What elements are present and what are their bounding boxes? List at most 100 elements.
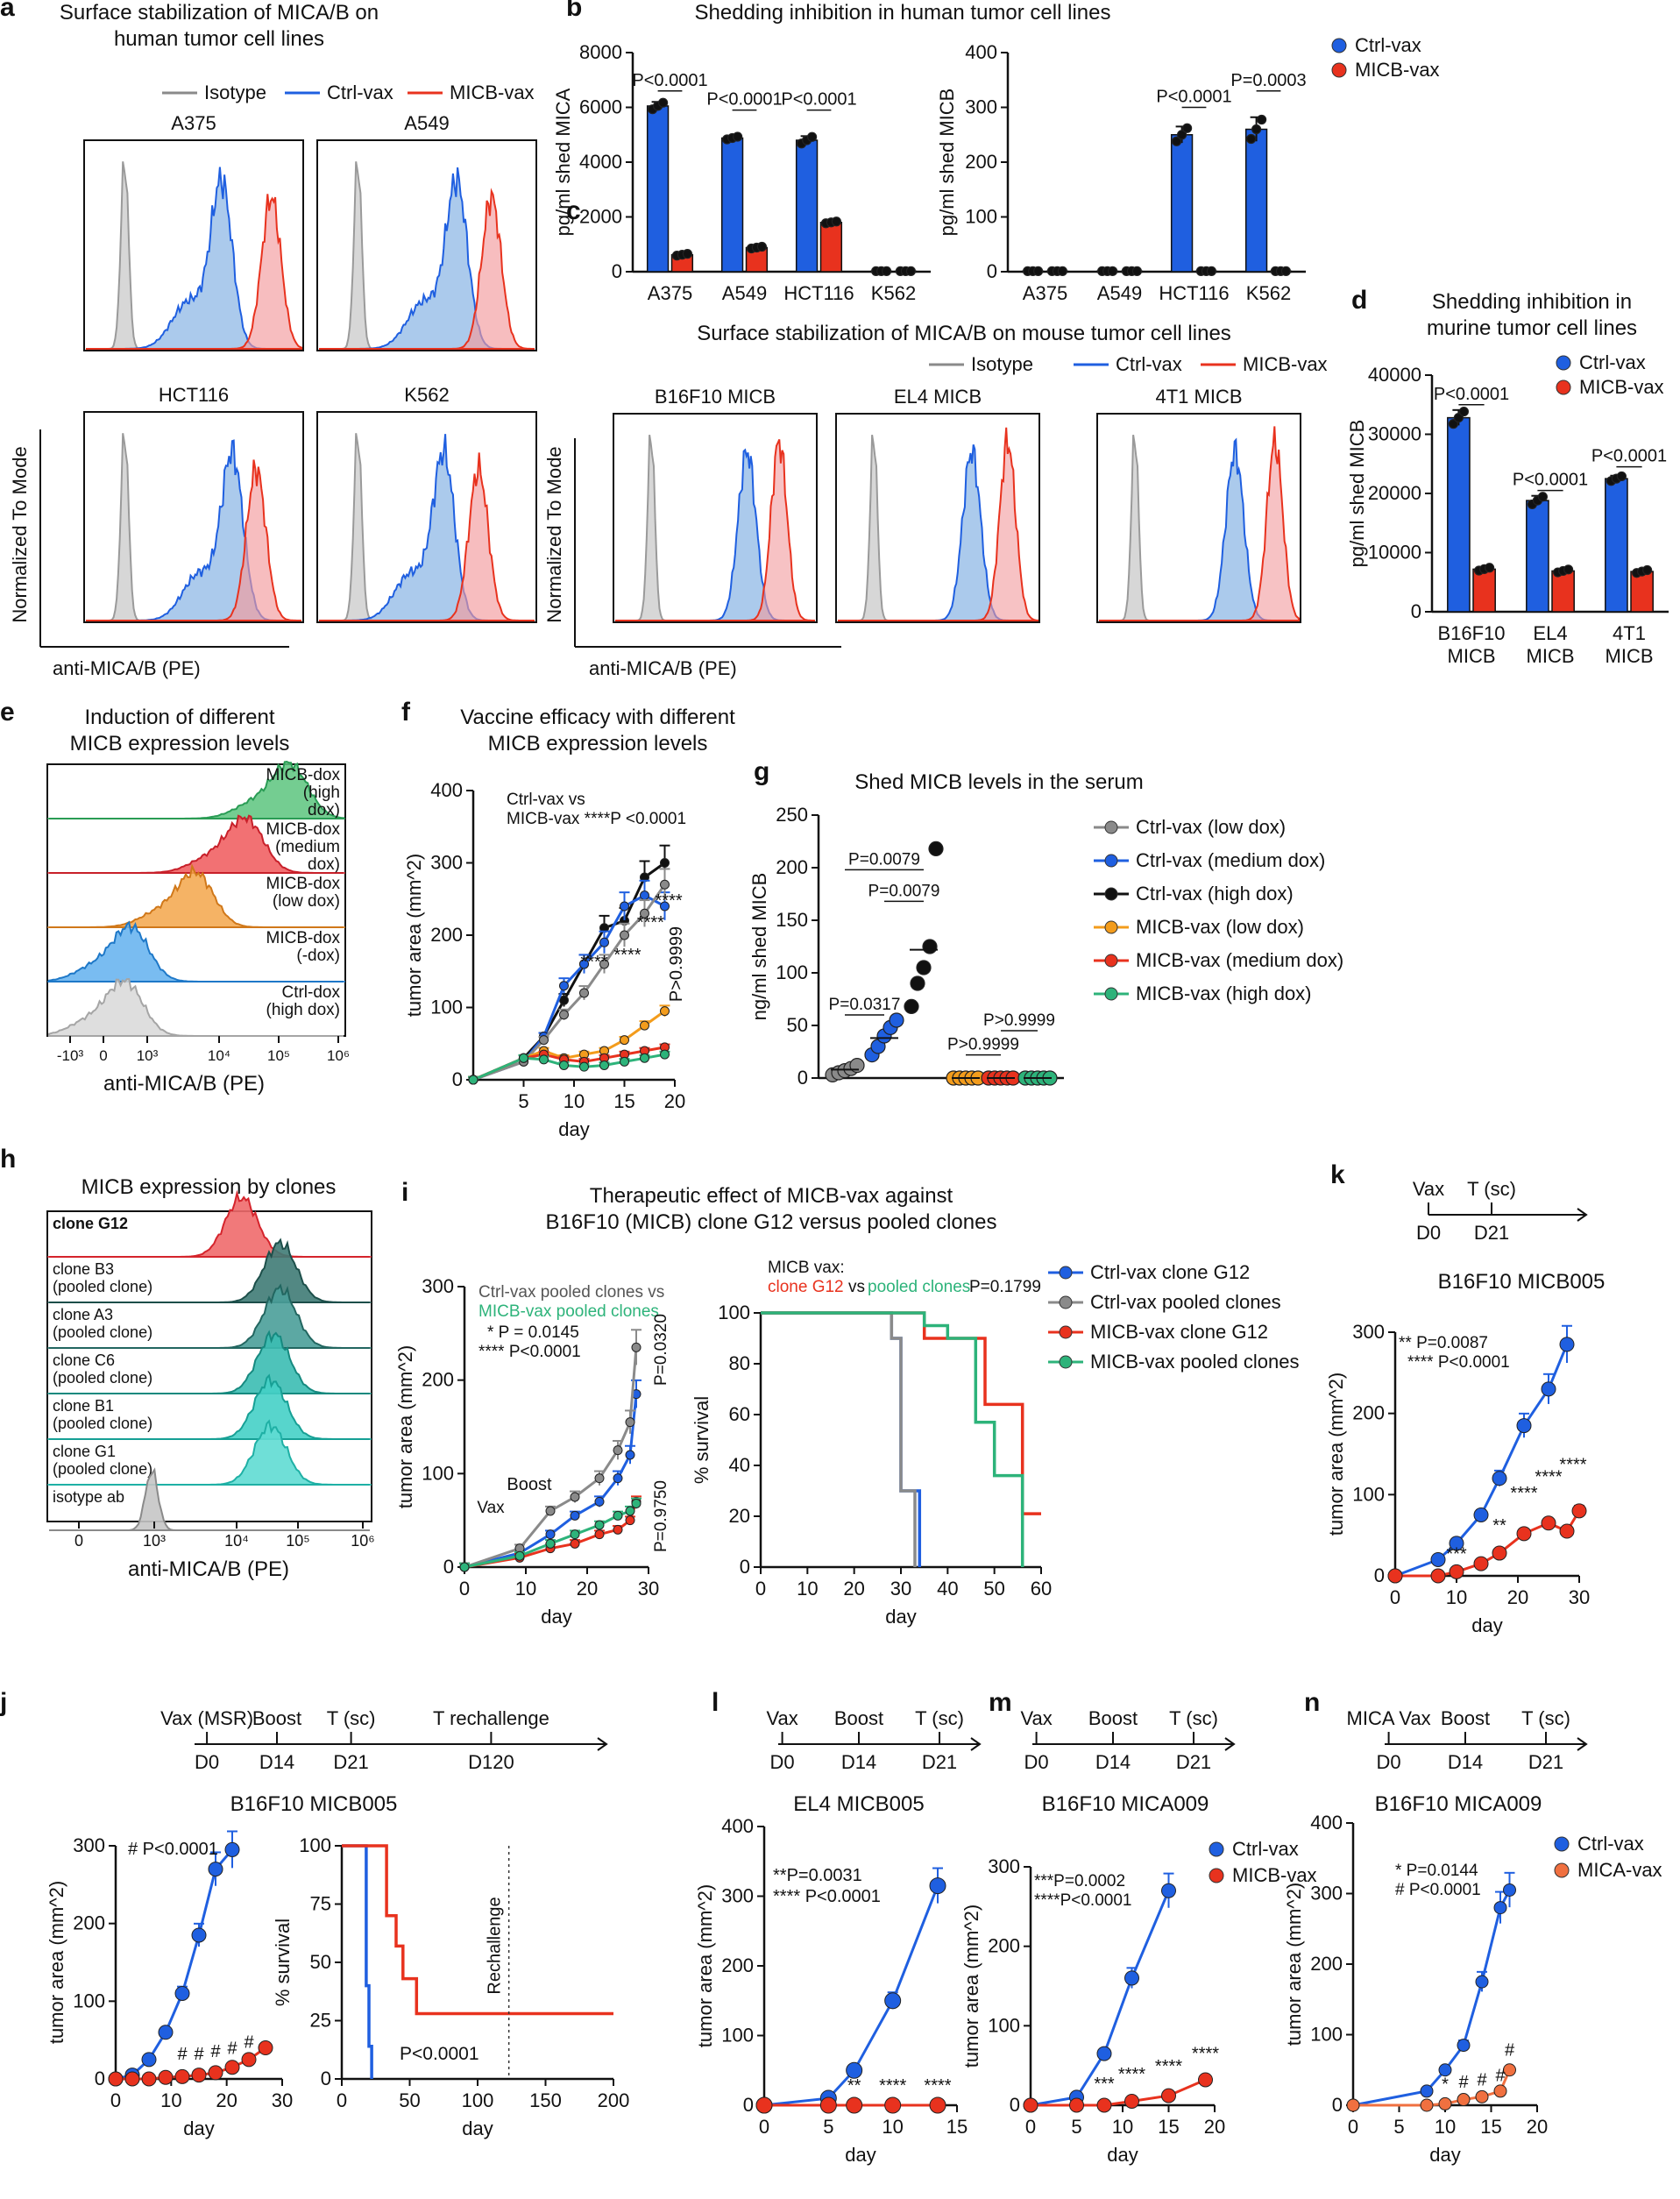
panel-letter-h: h [0, 1145, 16, 1174]
replicate-dot [831, 216, 842, 227]
x-tick-label: 0 [74, 1532, 83, 1550]
p-value: P=0.0320 [652, 1314, 670, 1386]
x-tick-label: 4T1 [1613, 622, 1646, 644]
y-tick-label: 0 [1411, 600, 1421, 622]
legend-label: MICB-vax clone G12 [1090, 1321, 1268, 1343]
annotation: Boost [507, 1475, 552, 1494]
x-tick-label: 10⁴ [208, 1047, 230, 1064]
legend-label: Ctrl-vax (high dox) [1136, 883, 1294, 904]
significance-mark: **** [1155, 2057, 1182, 2076]
data-point [846, 2096, 863, 2114]
x-tick-label: MICB [1606, 645, 1654, 667]
row-label: MICB-dox [266, 929, 341, 947]
series-line-Ctrl-vax pooled clones [464, 1347, 638, 1569]
y-tick-label: 200 [988, 1935, 1020, 1957]
panel-letter-j: j [0, 1688, 7, 1717]
significance-mark: ** [847, 2076, 861, 2096]
data-point [1493, 2084, 1507, 2098]
x-tick-label: 0 [99, 1047, 107, 1064]
data-point [224, 1841, 240, 1857]
data-point [620, 930, 629, 940]
data-point [459, 1562, 470, 1572]
x-axis-label: anti-MICA/B (PE) [128, 1557, 289, 1581]
annotation: pooled clones [868, 1278, 970, 1296]
micb-vax-histogram [86, 459, 301, 621]
p-value: P<0.0001 [632, 71, 707, 90]
row-label: clone A3 [53, 1306, 113, 1323]
panel-letter-g: g [754, 757, 769, 786]
x-tick-label: 5 [1071, 2116, 1081, 2138]
y-tick-label: 0 [743, 2094, 754, 2116]
data-point [916, 960, 932, 975]
panel-n: MICA Vax D0 Boost D14 T (sc) D21 B16F10 MICA00… [1283, 1707, 1662, 2166]
data-point [570, 1492, 580, 1502]
y-tick-label: 0 [452, 1068, 463, 1090]
legend-label: Ctrl-vax [327, 82, 393, 103]
data-point [241, 2052, 257, 2068]
p-value: P<0.0001 [706, 90, 782, 110]
data-point [1198, 2072, 1213, 2088]
micb-vax-histogram [615, 438, 815, 621]
timeline-day: D21 [1474, 1222, 1509, 1244]
y-axis-label: tumor area (mm^2) [403, 854, 425, 1017]
data-point [1438, 2096, 1452, 2110]
x-tick-label: 10 [797, 1578, 818, 1600]
data-point [613, 1524, 623, 1535]
significance-mark: **** [580, 953, 607, 972]
bar-Ctrl-vax [1244, 128, 1268, 273]
data-point [559, 1060, 569, 1070]
data-point [1387, 1568, 1403, 1584]
data-point [594, 1496, 605, 1507]
p-value: P>0.9999 [667, 926, 686, 1002]
p-value: P<0.0001 [781, 90, 856, 110]
y-tick-label: 60 [729, 1403, 750, 1425]
timeline-day: D14 [1095, 1751, 1131, 1773]
legend-label: Ctrl-vax [1579, 351, 1646, 373]
data-point [158, 2069, 174, 2085]
x-tick-label: 10³ [143, 1532, 166, 1550]
y-tick-label: 75 [310, 1893, 331, 1915]
data-point [1124, 2093, 1139, 2109]
cell-line-label: HCT116 [159, 384, 229, 406]
data-point [158, 2025, 174, 2040]
series-line-Ctrl-vax [1394, 1344, 1569, 1578]
data-point [208, 1862, 223, 1877]
data-point [884, 2096, 902, 2114]
replicate-dot [1256, 114, 1267, 125]
x-tick-label: 100 [462, 2089, 494, 2111]
data-point [545, 1506, 556, 1516]
significance-mark: **** [1118, 2065, 1145, 2084]
timeline-day: D21 [333, 1751, 368, 1773]
x-tick-label: 10 [1446, 1586, 1467, 1608]
annotation: clone G12 [768, 1278, 844, 1296]
significance-mark: # [194, 2045, 204, 2064]
data-point [208, 2065, 223, 2081]
cell-line-label: EL4 MICB [894, 386, 982, 408]
significance-mark: **** [637, 913, 664, 933]
y-tick-label: 300 [721, 1885, 754, 1907]
significance-mark: # [1495, 2067, 1506, 2086]
data-point [660, 901, 670, 912]
y-axis-label: tumor area (mm^2) [1325, 1373, 1347, 1536]
y-tick-label: 50 [787, 1014, 808, 1036]
y-tick-label: 400 [1310, 1812, 1343, 1834]
x-tick-label: 0 [759, 2116, 769, 2138]
legend-marker [1556, 355, 1571, 371]
timeline-event: Vax [1413, 1178, 1444, 1200]
p-value: P<0.0001 [1591, 447, 1667, 466]
y-tick-label: 8000 [579, 41, 622, 63]
x-axis-label: anti-MICA/B (PE) [589, 657, 737, 679]
legend-label: Ctrl-vax [1232, 1838, 1299, 1860]
y-tick-label: 400 [430, 779, 463, 801]
timeline-day: D21 [922, 1751, 957, 1773]
histogram-frame [46, 1210, 372, 1522]
timeline-day: D21 [1176, 1751, 1211, 1773]
x-tick-label: 15 [613, 1090, 634, 1112]
p-value: P<0.0001 [1434, 385, 1509, 404]
replicate-dot [1245, 133, 1257, 145]
y-axis-label: pg/ml shed MICB [936, 89, 958, 237]
micb-vax-histogram [319, 188, 535, 350]
series-line-MICB-vax [342, 1844, 613, 2016]
data-point [545, 1529, 556, 1540]
legend-label: MICB-vax [1355, 59, 1440, 81]
